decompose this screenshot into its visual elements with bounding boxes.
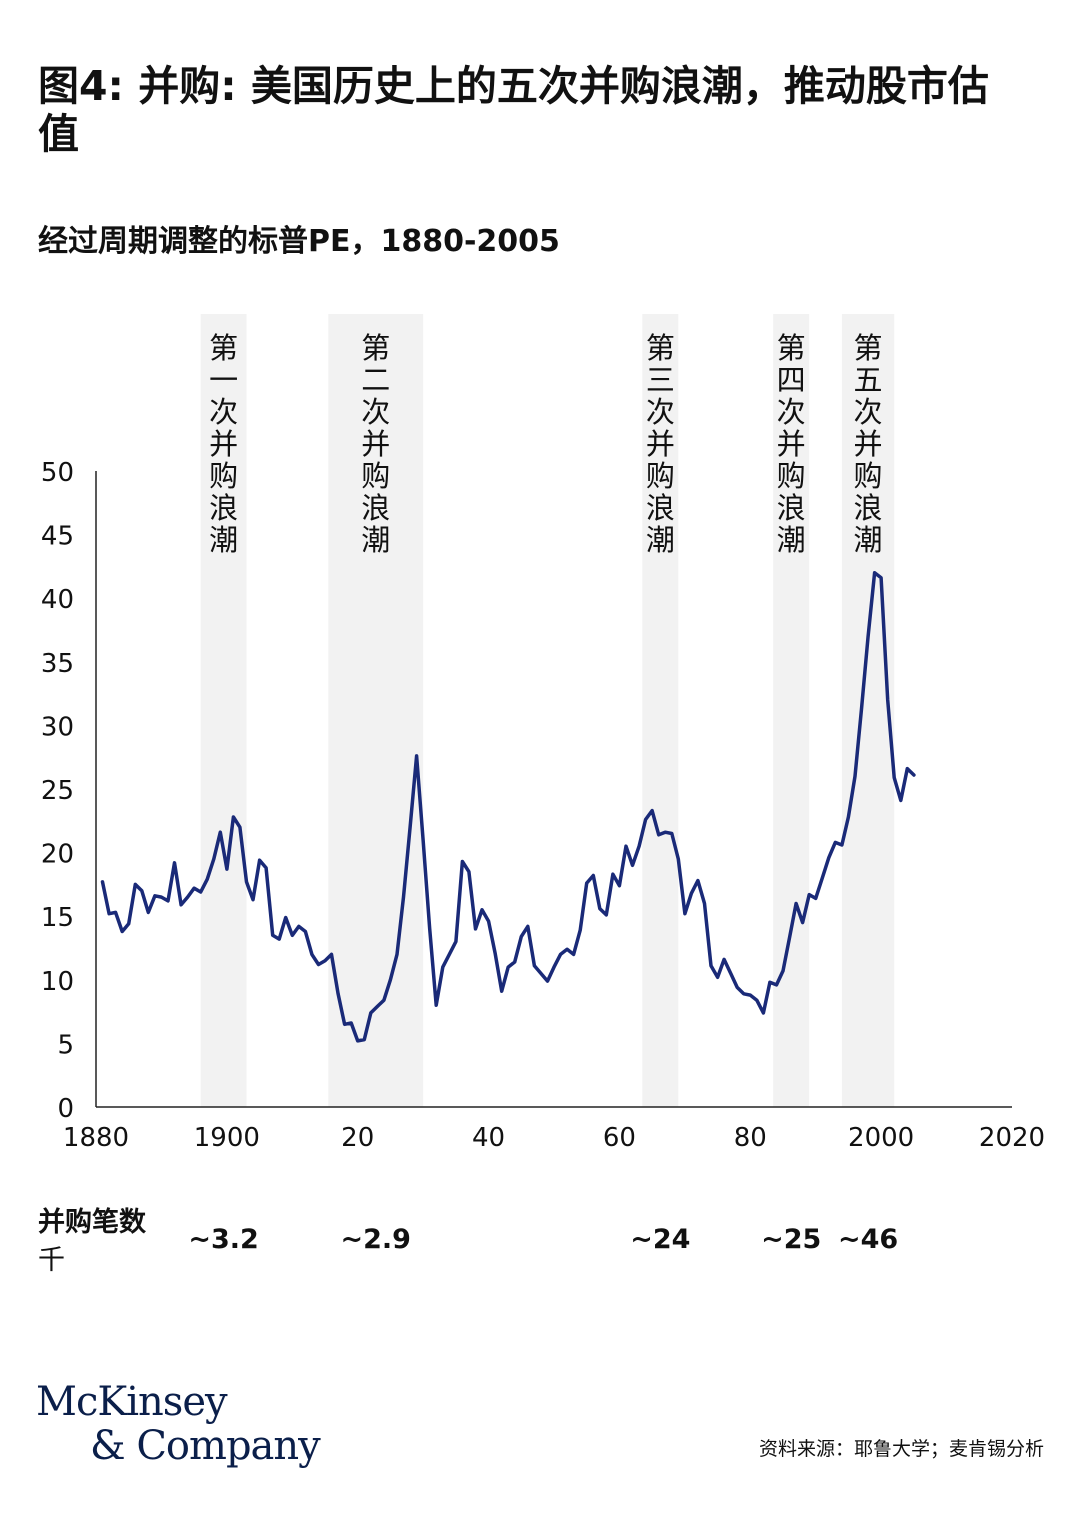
merger-wave-band-1	[200, 314, 247, 1107]
chart-subtitle: 经过周期调整的标普PE，1880-2005	[38, 224, 560, 259]
logo-line-2: & Company	[90, 1423, 321, 1469]
source-note: 资料来源：耶鲁大学；麦肯锡分析	[758, 1438, 1044, 1460]
mna-count-wave-2: ~2.9	[340, 1224, 411, 1255]
x-tick-label: 1900	[194, 1123, 260, 1153]
mna-count-unit: 千	[38, 1245, 65, 1276]
merger-wave-band-3	[642, 314, 679, 1107]
logo-line-1: McKinsey	[36, 1379, 228, 1425]
y-tick-label: 20	[41, 840, 74, 870]
merger-wave-label-4: 第四次并购浪潮	[777, 331, 806, 557]
merger-wave-label-2: 第二次并购浪潮	[361, 331, 390, 557]
y-tick-label: 10	[41, 967, 74, 997]
y-tick-label: 15	[41, 903, 74, 933]
y-tick-label: 40	[41, 585, 74, 615]
merger-wave-band-2	[328, 314, 424, 1107]
x-tick-label: 1880	[63, 1123, 129, 1153]
y-tick-label: 45	[41, 522, 74, 552]
y-tick-label: 25	[41, 776, 74, 806]
merger-wave-label-1: 第一次并购浪潮	[209, 331, 238, 557]
mna-count-wave-3: ~24	[630, 1224, 691, 1255]
merger-wave-band-5	[841, 314, 895, 1107]
y-tick-label: 35	[41, 649, 74, 679]
mna-count-label: 并购笔数	[38, 1207, 146, 1238]
y-tick-label: 50	[41, 458, 74, 488]
y-tick-label: 30	[41, 712, 74, 742]
y-tick-label: 0	[57, 1094, 74, 1124]
mna-count-wave-5: ~46	[837, 1224, 899, 1255]
x-tick-label: 20	[341, 1123, 374, 1153]
merger-wave-band-4	[773, 314, 810, 1107]
x-tick-label: 2000	[848, 1123, 914, 1153]
y-tick-label: 5	[57, 1030, 74, 1060]
x-tick-label: 60	[603, 1123, 636, 1153]
merger-wave-label-5: 第五次并购浪潮	[854, 331, 883, 557]
x-tick-label: 2020	[979, 1123, 1045, 1153]
pe-series-line	[100, 571, 916, 1043]
x-tick-label: 80	[734, 1123, 767, 1153]
x-tick-label: 40	[472, 1123, 505, 1153]
page-title: 图4: 并购: 美国历史上的五次并购浪潮，推动股市估值	[38, 62, 989, 158]
merger-wave-label-3: 第三次并购浪潮	[646, 331, 675, 557]
mna-count-wave-4: ~25	[761, 1224, 822, 1255]
mckinsey-logo: McKinsey & Company	[36, 1379, 321, 1469]
pe-line-chart: 第一次并购浪潮 第二次并购浪潮 第三次并购浪潮 第四次并购浪潮 第五次并购浪潮 0 5 10…	[41, 314, 1045, 1153]
mna-count-wave-1: ~3.2	[188, 1224, 259, 1255]
